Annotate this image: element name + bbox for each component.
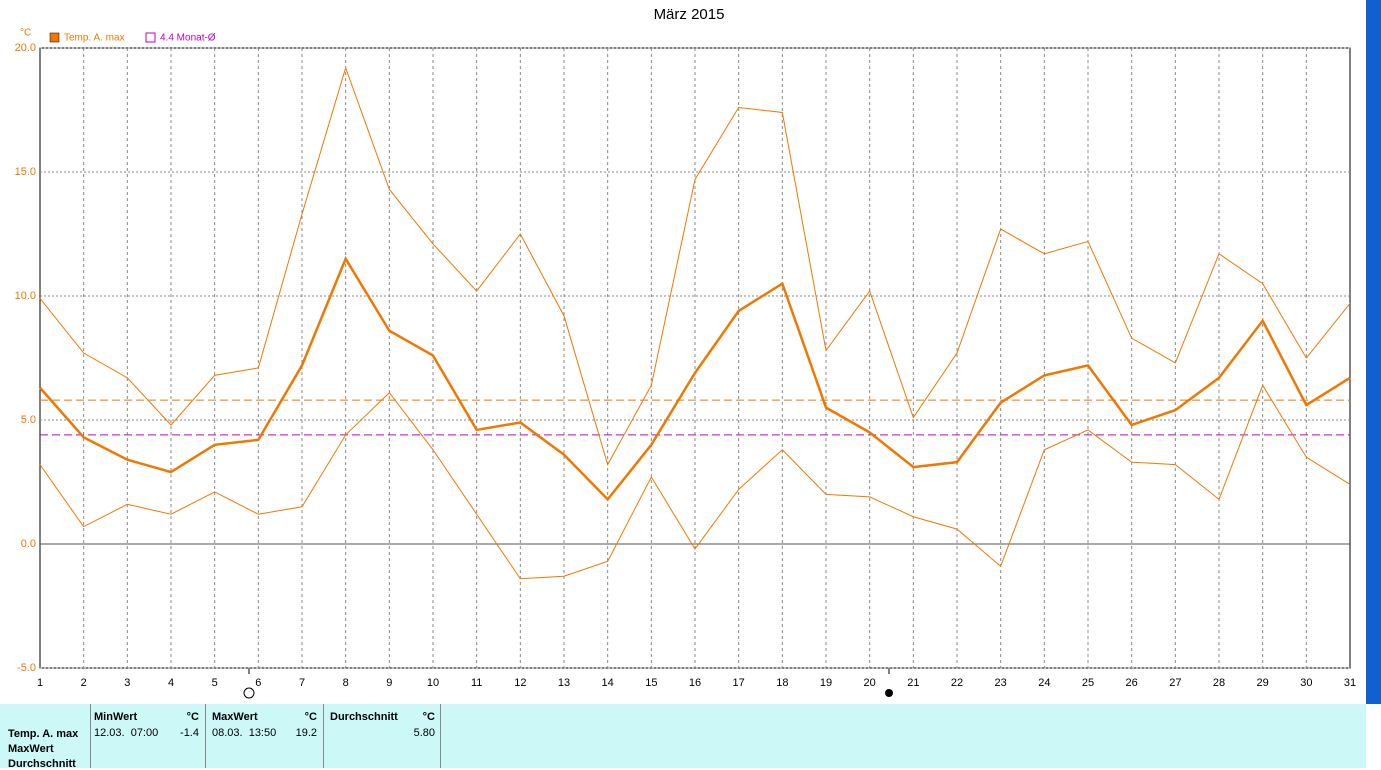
x-tick-label: 31 <box>1344 677 1356 689</box>
new-moon-icon <box>885 689 893 697</box>
y-tick-label: -5.0 <box>17 662 36 674</box>
column-separator <box>440 704 441 768</box>
row-label: MaxWert <box>8 743 54 755</box>
x-tick-label: 19 <box>820 677 832 689</box>
y-tick-label: 5.0 <box>21 414 36 426</box>
y-tick-label: 10.0 <box>15 290 36 302</box>
legend-swatch <box>49 32 60 43</box>
cell: 08.03. 13:50 <box>212 727 277 739</box>
legend-label: 4.4 Monat-Ø <box>160 33 216 44</box>
line <box>39 66 1351 466</box>
chart: März 2015 °C -5.00.05.010.015.020.01 2 3 4 5… <box>15 0 1381 768</box>
x-tick-label: 10 <box>427 677 439 689</box>
x-tick-label: 24 <box>1038 677 1050 689</box>
x-tick-label: 4 <box>168 677 174 689</box>
full-moon-icon <box>243 687 255 699</box>
x-tick-label: 27 <box>1169 677 1181 689</box>
column-separator <box>90 704 91 768</box>
column-header: °C <box>186 711 199 723</box>
column-header: MaxWert <box>212 711 258 723</box>
y-tick-label: 0.0 <box>21 538 36 550</box>
chart-title: März 2015 <box>654 6 725 23</box>
x-tick-label: 28 <box>1213 677 1225 689</box>
column-header: °C <box>304 711 317 723</box>
side-bar <box>1366 0 1381 768</box>
x-tick-label: 18 <box>776 677 788 689</box>
row-label: Durchschnitt <box>8 758 76 770</box>
line <box>39 384 1351 580</box>
x-tick-label: 15 <box>645 677 657 689</box>
x-tick-label: 5 <box>212 677 218 689</box>
column-separator <box>323 704 324 768</box>
x-tick-label: 8 <box>343 677 349 689</box>
x-tick-label: 26 <box>1126 677 1138 689</box>
x-tick-label: 21 <box>907 677 919 689</box>
y-tick-label: 20.0 <box>15 42 36 54</box>
column-header: Durchschnitt <box>330 711 398 723</box>
y-tick-label: 15.0 <box>15 166 36 178</box>
cell: 5.80 <box>413 727 435 739</box>
row-label: Temp. A. max <box>8 728 79 740</box>
cell: 19.2 <box>295 727 317 739</box>
x-tick-label: 6 <box>255 677 261 689</box>
line <box>39 256 1351 502</box>
x-tick-label: 11 <box>471 677 482 689</box>
column-separator <box>205 704 206 768</box>
x-tick-label: 22 <box>951 677 963 689</box>
x-tick-label: 25 <box>1082 677 1094 689</box>
x-tick-label: 3 <box>124 677 130 689</box>
x-tick-label: 13 <box>558 677 570 689</box>
cell: 12.03. 07:00 <box>94 727 159 739</box>
x-tick-label: 29 <box>1257 677 1269 689</box>
x-tick-label: 23 <box>995 677 1007 689</box>
x-tick-label: 14 <box>602 677 614 689</box>
x-tick-label: 16 <box>689 677 701 689</box>
x-tick-label: 7 <box>299 677 305 689</box>
column-header: °C <box>422 711 435 723</box>
x-tick-label: 30 <box>1300 677 1312 689</box>
x-tick-label: 12 <box>514 677 526 689</box>
x-tick-label: 9 <box>386 677 392 689</box>
x-tick-label: 17 <box>733 677 745 689</box>
cell: -1.4 <box>180 727 199 739</box>
column-header: MinWert <box>94 711 138 723</box>
x-tick-label: 20 <box>864 677 876 689</box>
legend-label: Temp. A. max <box>64 33 125 44</box>
legend-swatch <box>145 32 156 43</box>
stats-table: MinWert °C MaxWert °C Durchschnitt °C Temp. A.… <box>0 704 1366 770</box>
x-tick-label: 2 <box>81 677 87 689</box>
y-unit: °C <box>20 28 31 39</box>
x-tick-label: 1 <box>37 677 43 689</box>
